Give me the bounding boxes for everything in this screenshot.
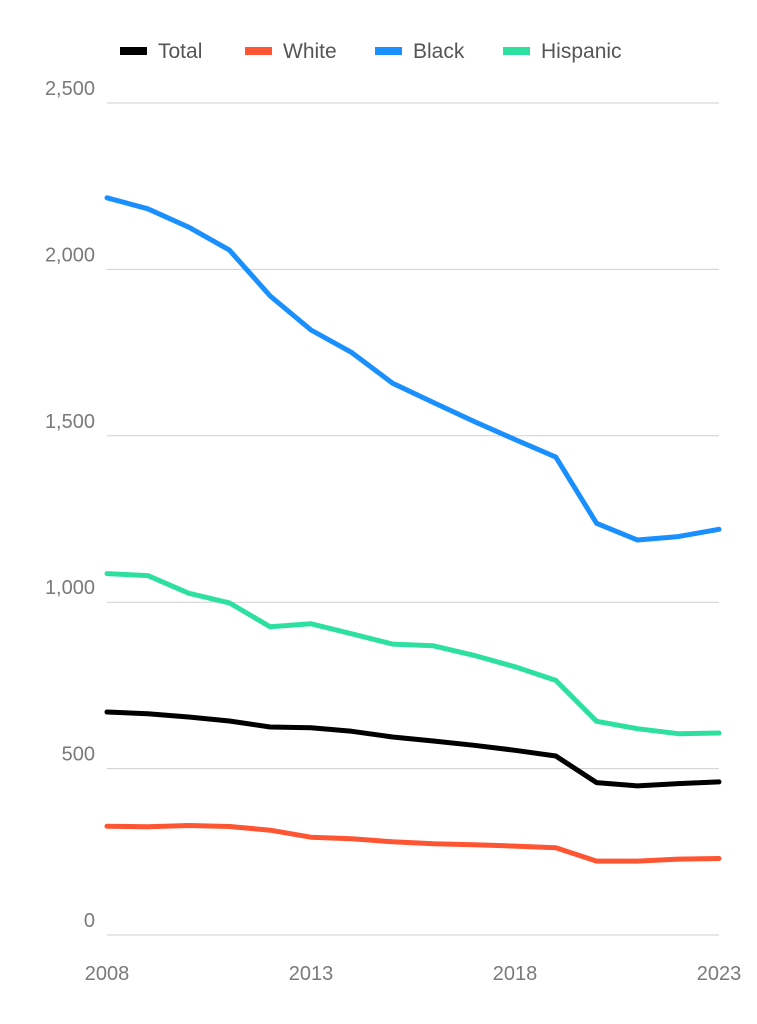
y-tick-label: 1,000 bbox=[45, 577, 95, 599]
legend-label: Black bbox=[413, 40, 465, 63]
series-line-hispanic bbox=[104, 571, 722, 737]
legend-label: White bbox=[283, 40, 337, 63]
chart-gridlines bbox=[107, 102, 719, 936]
chart-legend: Total White Black Hispanic bbox=[120, 40, 622, 63]
x-tick-label: 2013 bbox=[289, 963, 334, 985]
y-axis-tick-labels: 0 500 1,000 1,500 2,000 2,500 bbox=[45, 78, 95, 932]
legend-label: Hispanic bbox=[541, 40, 622, 63]
series-line-black bbox=[104, 195, 722, 543]
legend-swatch-total bbox=[120, 47, 147, 55]
y-tick-label: 0 bbox=[84, 910, 95, 932]
y-tick-label: 1,500 bbox=[45, 411, 95, 433]
legend-swatch-hispanic bbox=[503, 47, 530, 55]
legend-item-black: Black bbox=[375, 40, 465, 63]
legend-label: Total bbox=[158, 40, 202, 63]
legend-item-total: Total bbox=[120, 40, 202, 63]
series-line-white bbox=[104, 823, 722, 864]
legend-swatch-black bbox=[375, 47, 402, 55]
x-tick-label: 2018 bbox=[493, 963, 538, 985]
chart-series-lines bbox=[104, 195, 722, 864]
x-tick-label: 2008 bbox=[85, 963, 130, 985]
series-line-total bbox=[104, 709, 722, 789]
legend-item-hispanic: Hispanic bbox=[503, 40, 622, 63]
y-tick-label: 2,000 bbox=[45, 244, 95, 266]
y-tick-label: 2,500 bbox=[45, 78, 95, 100]
legend-item-white: White bbox=[245, 40, 337, 63]
x-axis-tick-labels: 2008 2013 2018 2023 bbox=[85, 963, 742, 985]
x-tick-label: 2023 bbox=[697, 963, 742, 985]
y-tick-label: 500 bbox=[62, 744, 95, 766]
legend-swatch-white bbox=[245, 47, 272, 55]
